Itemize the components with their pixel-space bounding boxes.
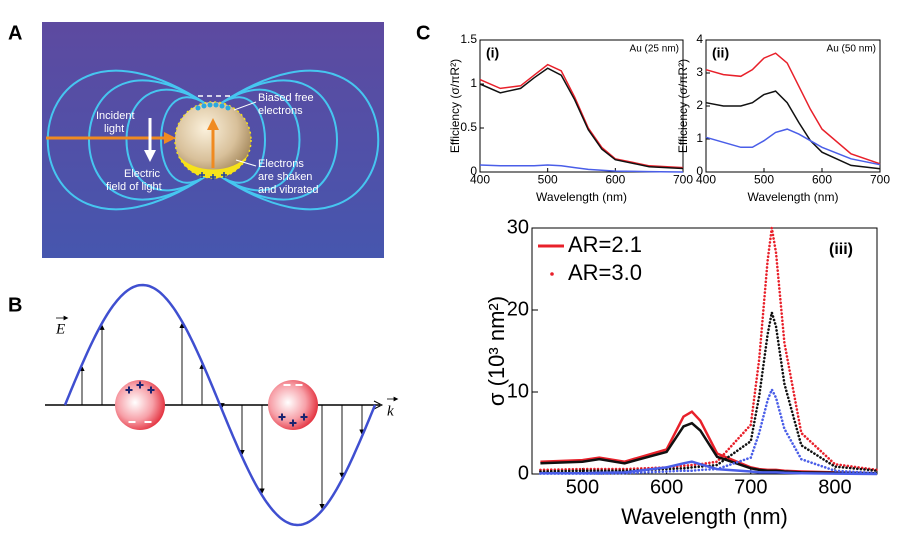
plot-frame: [531, 227, 878, 475]
y-tick-label: 0: [696, 164, 703, 178]
series-line: [539, 312, 879, 473]
panel-sublabel: (ii): [712, 45, 729, 61]
x-tick-label: 800: [818, 476, 851, 498]
x-axis-label: Wavelength (nm): [536, 190, 627, 204]
y-tick-label: 0.5: [460, 120, 477, 134]
y-tick-label: 4: [696, 32, 703, 46]
series-line: [539, 386, 879, 475]
plot-frame: [479, 39, 684, 173]
annotation: Biased free: [258, 92, 314, 104]
annotation: are shaken: [258, 171, 312, 183]
field-label: E: [55, 321, 65, 337]
plus-signs: [199, 172, 227, 180]
panel-label: C: [416, 22, 430, 44]
arrow-head: [144, 150, 156, 162]
annotation: Au (50 nm): [827, 44, 876, 55]
wave: [63, 283, 377, 527]
y-axis-label: σ (10³ nm²): [484, 296, 509, 406]
y-tick-label: 3: [696, 65, 703, 79]
x-tick-label: 700: [734, 476, 767, 498]
panel-sublabel: (i): [486, 45, 499, 61]
series-line: [479, 67, 684, 170]
series-line: [479, 164, 684, 173]
series-line: [479, 63, 684, 169]
positive-region: [178, 155, 248, 179]
y-axis-label: Efficiency (σ/πR²): [676, 59, 690, 153]
y-tick-label: 20: [507, 298, 529, 320]
panel-label: B: [8, 294, 22, 316]
annotation: electrons: [258, 105, 303, 117]
annotation: Electrons: [258, 158, 304, 170]
leader: [233, 101, 257, 111]
x-tick-label: 500: [754, 173, 774, 187]
x-tick-label: 400: [696, 173, 716, 187]
x-tick-label: 500: [538, 173, 558, 187]
arrow-head: [207, 118, 219, 130]
series-line: [539, 227, 879, 472]
annotation: Incident: [96, 110, 135, 122]
y-tick-label: 1.5: [460, 32, 477, 46]
y-axis-label: Efficiency (σ/πR²): [448, 59, 462, 153]
field-lines: [46, 69, 380, 211]
leader: [235, 159, 257, 167]
x-tick-label: 600: [650, 476, 683, 498]
x-tick-label: 500: [566, 476, 599, 498]
y-tick-label: 0: [470, 164, 477, 178]
y-tick-label: 30: [507, 216, 529, 238]
panel-sublabel: (iii): [829, 241, 853, 258]
annotation: and vibrated: [258, 184, 319, 196]
series-line: [705, 128, 881, 166]
y-tick-label: 0: [518, 462, 529, 484]
annotation: light: [104, 123, 124, 135]
annotation: Au (25 nm): [630, 44, 679, 55]
charged-particle: [115, 380, 165, 430]
y-tick-label: 1: [470, 76, 477, 90]
panel-label: A: [8, 22, 22, 44]
arrow-head: [164, 132, 176, 144]
legend-label: AR=2.1: [568, 232, 642, 257]
x-tick-label: 400: [470, 173, 490, 187]
y-tick-label: 10: [507, 380, 529, 402]
wave-label: k: [387, 403, 394, 419]
annotation: field of light: [106, 181, 162, 193]
legend-label: AR=3.0: [568, 260, 642, 285]
x-tick-label: 600: [605, 173, 625, 187]
outline: [174, 101, 252, 179]
electrons: [195, 102, 231, 111]
x-tick-label: 700: [870, 173, 890, 187]
series-line: [705, 52, 881, 165]
series-line: [705, 90, 881, 170]
y-tick-label: 1: [696, 131, 703, 145]
y-tick-label: 2: [696, 98, 703, 112]
x-tick-label: 700: [673, 173, 693, 187]
diagram-b: E k: [45, 283, 399, 527]
x-axis-label: Wavelength (nm): [621, 504, 788, 529]
legend-marker: [550, 272, 554, 276]
x-axis-label: Wavelength (nm): [748, 190, 839, 204]
diagram-a: Incident light Electric field of light B…: [42, 22, 384, 258]
arrow-head: [373, 400, 384, 410]
annotation: Electric: [124, 168, 161, 180]
x-tick-label: 600: [812, 173, 832, 187]
